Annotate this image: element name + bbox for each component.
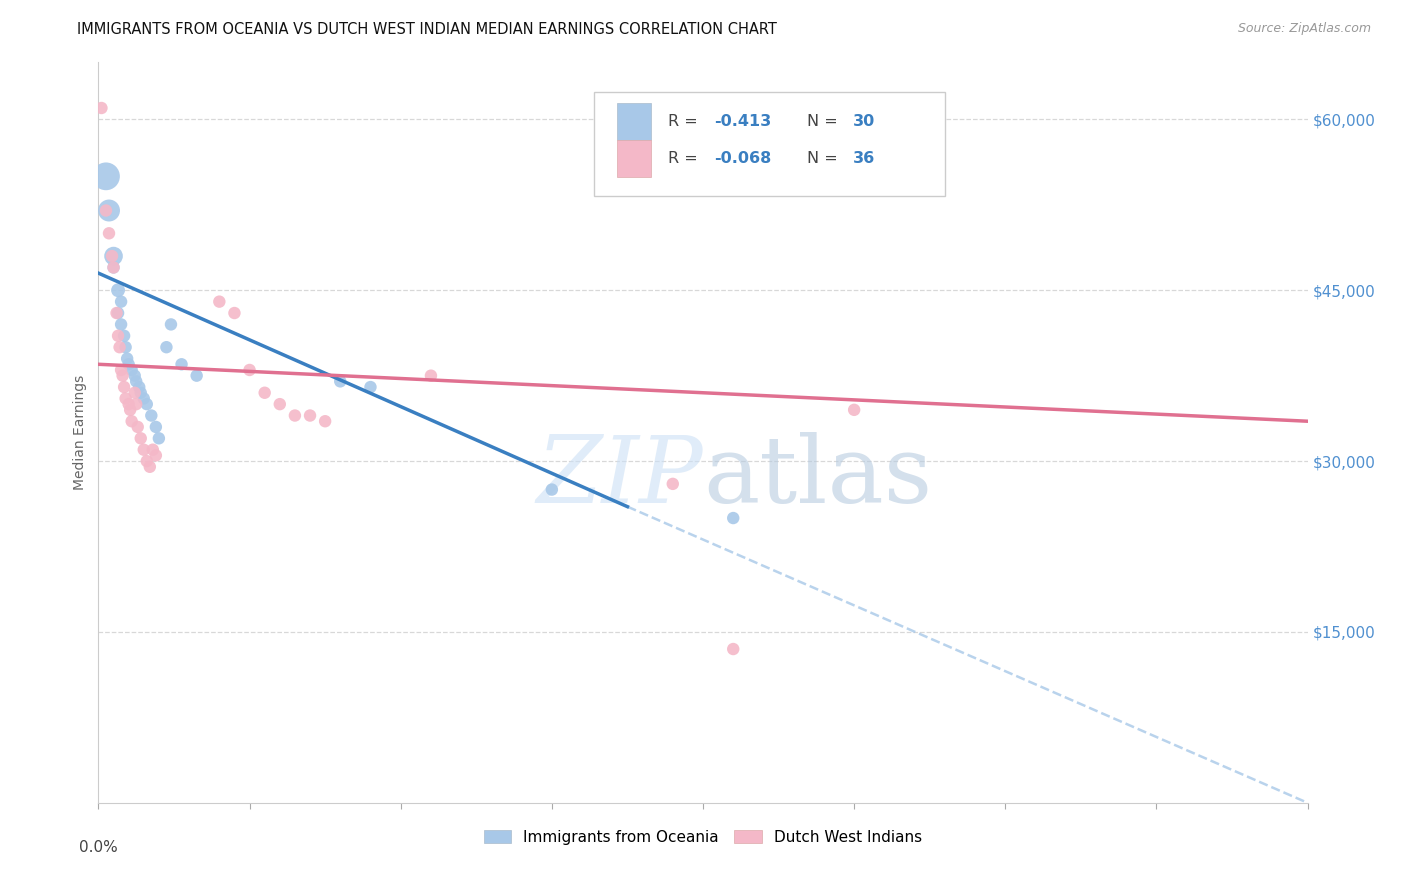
Point [420, 368, 443, 383]
Point [110, 363, 132, 377]
Point [208, 294, 231, 309]
Point [661, 476, 683, 491]
Point [170, 357, 193, 371]
FancyBboxPatch shape [617, 103, 651, 140]
Point [145, 420, 167, 434]
Point [110, 318, 132, 332]
Point [114, 340, 136, 354]
Point [105, 306, 128, 320]
Point [129, 385, 152, 400]
Point [224, 306, 246, 320]
Point [132, 442, 155, 457]
Point [723, 511, 745, 525]
Point [127, 420, 149, 434]
Text: 0.0%: 0.0% [79, 840, 118, 855]
Text: Source: ZipAtlas.com: Source: ZipAtlas.com [1237, 22, 1371, 36]
Point [141, 409, 163, 423]
Point [115, 351, 138, 366]
Point [132, 392, 155, 406]
Text: -0.413: -0.413 [714, 114, 770, 129]
Point [108, 340, 131, 354]
Point [103, 260, 125, 275]
Point [112, 380, 135, 394]
Point [107, 306, 129, 320]
Point [101, 249, 124, 263]
Point [723, 642, 745, 657]
Point [135, 397, 157, 411]
Point [299, 409, 322, 423]
Point [98, 227, 121, 241]
Point [121, 363, 143, 377]
Text: 30: 30 [853, 114, 875, 129]
Point [155, 340, 177, 354]
Point [90, 101, 112, 115]
Point [253, 385, 276, 400]
Point [314, 414, 336, 428]
Point [186, 368, 208, 383]
Point [284, 409, 307, 423]
Point [142, 442, 165, 457]
FancyBboxPatch shape [617, 140, 651, 178]
Point [125, 397, 148, 411]
Point [118, 397, 141, 411]
Y-axis label: Median Earnings: Median Earnings [73, 375, 87, 491]
Point [269, 397, 291, 411]
Point [329, 375, 352, 389]
Point [118, 357, 141, 371]
Point [103, 249, 125, 263]
Point [125, 375, 148, 389]
Point [112, 328, 135, 343]
Point [114, 392, 136, 406]
Point [110, 294, 132, 309]
FancyBboxPatch shape [595, 92, 945, 195]
Legend: Immigrants from Oceania, Dutch West Indians: Immigrants from Oceania, Dutch West Indi… [478, 823, 928, 851]
Point [124, 385, 146, 400]
Text: ZIP: ZIP [536, 432, 703, 522]
Point [360, 380, 382, 394]
Point [129, 431, 152, 445]
Text: R =: R = [668, 151, 703, 166]
Point [160, 318, 183, 332]
Point [844, 402, 866, 417]
Point [111, 368, 134, 383]
Point [98, 203, 121, 218]
Point [107, 283, 129, 297]
Text: R =: R = [668, 114, 703, 129]
Point [148, 431, 170, 445]
Point [124, 368, 146, 383]
Text: IMMIGRANTS FROM OCEANIA VS DUTCH WEST INDIAN MEDIAN EARNINGS CORRELATION CHART: IMMIGRANTS FROM OCEANIA VS DUTCH WEST IN… [77, 22, 778, 37]
Point [94, 169, 117, 184]
Point [145, 449, 167, 463]
Point [239, 363, 262, 377]
Point [121, 414, 143, 428]
Point [94, 203, 117, 218]
Point [128, 380, 150, 394]
Text: 36: 36 [853, 151, 875, 166]
Point [120, 402, 142, 417]
Text: -0.068: -0.068 [714, 151, 770, 166]
Text: atlas: atlas [703, 432, 932, 522]
Point [540, 483, 562, 497]
Point [107, 328, 129, 343]
Point [103, 260, 125, 275]
Point [139, 459, 162, 474]
Text: N =: N = [807, 151, 842, 166]
Text: N =: N = [807, 114, 842, 129]
Point [135, 454, 157, 468]
